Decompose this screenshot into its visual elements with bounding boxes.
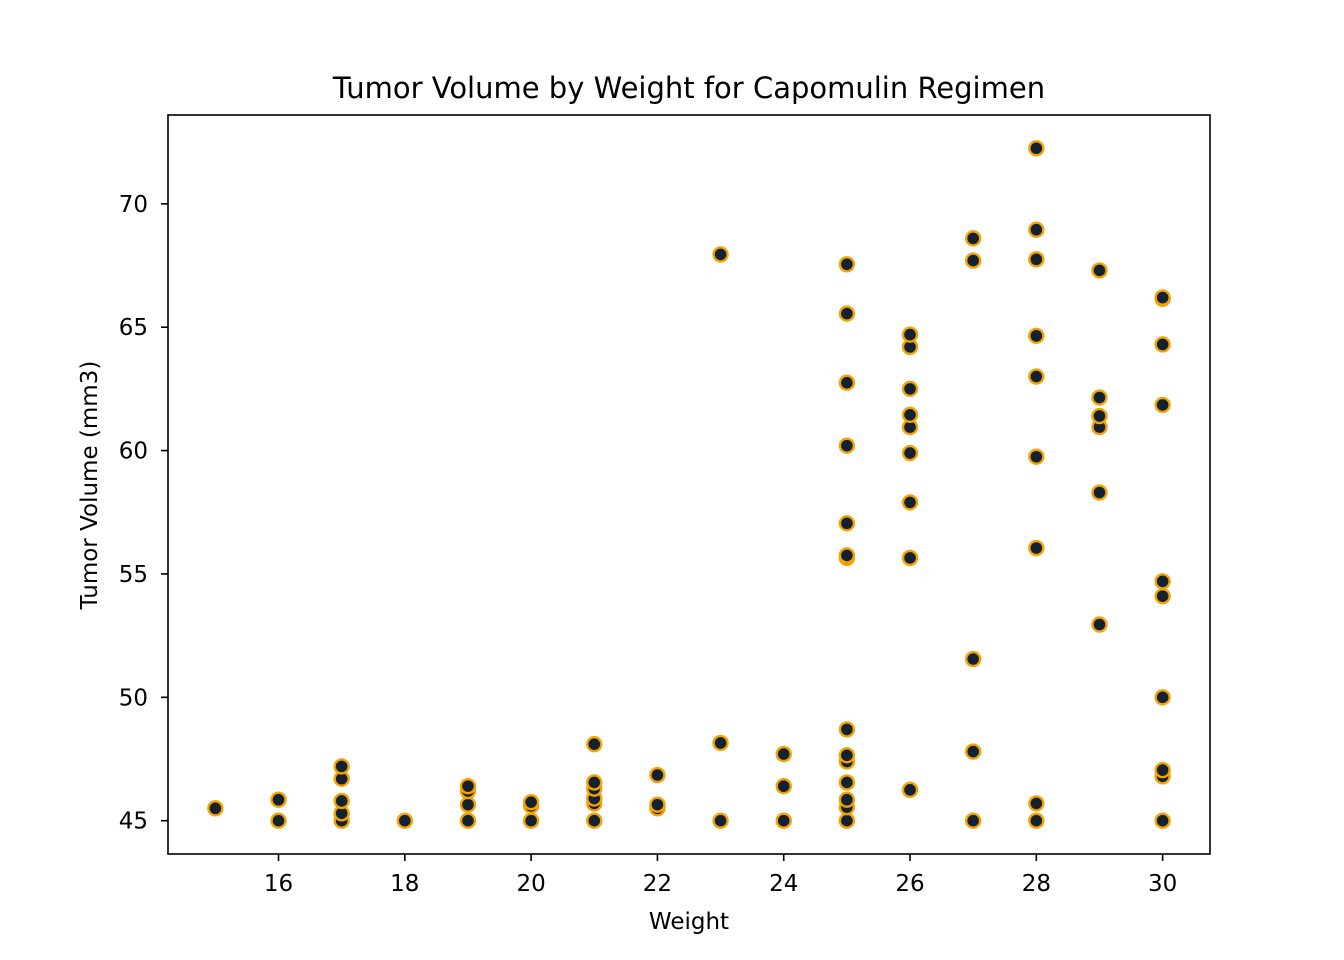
y-tick-label: 60: [119, 439, 148, 465]
scatter-point: [838, 791, 856, 808]
y-tick-label: 65: [119, 315, 148, 341]
scatter-point: [1028, 448, 1045, 465]
y-tick-label: 55: [119, 562, 148, 588]
chart-title: Tumor Volume by Weight for Capomulin Reg…: [332, 71, 1045, 105]
scatter-point: [1028, 221, 1045, 238]
y-tick-label: 70: [119, 192, 148, 218]
scatter-point: [712, 246, 729, 263]
y-tick-label: 45: [119, 809, 148, 835]
scatter-point: [649, 796, 666, 813]
x-tick-label: 20: [516, 871, 545, 897]
scatter-point: [1154, 587, 1171, 605]
scatter-point: [1154, 336, 1171, 353]
scatter-point: [1091, 484, 1108, 501]
y-tick-label: 50: [119, 685, 148, 711]
scatter-point: [1028, 539, 1045, 557]
scatter-point: [1091, 262, 1108, 279]
x-axis-label: Weight: [649, 909, 729, 935]
scatter-point: [964, 650, 982, 668]
scatter-point: [775, 812, 792, 829]
scatter-point: [838, 305, 856, 322]
x-tick-label: 30: [1148, 871, 1177, 897]
scatter-point: [522, 812, 540, 829]
x-tick-label: 28: [1022, 871, 1051, 897]
scatter-point: [1154, 812, 1171, 829]
x-tick-label: 24: [769, 871, 798, 897]
scatter-point: [1028, 368, 1045, 385]
scatter-point: [901, 549, 919, 567]
scatter-point: [775, 777, 792, 795]
scatter-point: [649, 766, 666, 784]
scatter-point: [901, 326, 919, 343]
scatter-point: [1091, 389, 1108, 406]
y-axis-ticks: 45 50 55 60 65 70: [119, 192, 168, 835]
scatter-point: [838, 437, 856, 454]
scatter-point: [901, 494, 919, 511]
scatter-point: [586, 812, 603, 829]
scatter-point: [459, 796, 477, 813]
scatter-point: [586, 735, 603, 753]
scatter-point: [333, 758, 350, 775]
scatter-point: [838, 515, 856, 532]
x-tick-label: 16: [264, 871, 293, 897]
scatter-point: [1028, 795, 1045, 812]
scatter-point: [1154, 289, 1171, 306]
scatter-point: [1028, 251, 1045, 268]
y-axis-label: Tumor Volume (mm3): [77, 361, 103, 611]
scatter-point: [838, 774, 856, 791]
scatter-point: [270, 791, 287, 808]
scatter-point: [964, 812, 982, 829]
scatter-point: [1154, 396, 1171, 414]
scatter-point: [1028, 812, 1045, 829]
scatter-point: [1028, 140, 1045, 157]
scatter-point: [1154, 689, 1171, 706]
scatter-point: [333, 792, 350, 810]
scatter-point: [712, 812, 729, 829]
scatter-point: [459, 812, 477, 829]
scatter-point: [964, 743, 982, 760]
scatter-point: [207, 800, 224, 817]
scatter-point: [838, 721, 856, 738]
scatter-point: [522, 793, 540, 811]
scatter-point: [901, 781, 919, 799]
scatter-point: [838, 256, 856, 273]
x-tick-label: 22: [643, 871, 672, 897]
scatter-point: [964, 230, 982, 247]
scatter-point: [1154, 573, 1171, 590]
scatter-point: [1091, 616, 1108, 633]
scatter-point: [459, 777, 477, 795]
x-axis-ticks: 16 18 20 22 24 26 28 30: [264, 854, 1177, 897]
scatter-point: [1091, 407, 1108, 425]
scatter-point: [964, 252, 982, 269]
points-layer: [207, 140, 1171, 829]
plot-frame: [167, 114, 1211, 855]
scatter-point: [838, 747, 856, 764]
scatter-point: [775, 745, 792, 763]
scatter-point: [838, 374, 856, 391]
scatter-point: [396, 812, 414, 829]
scatter-point: [270, 812, 287, 829]
scatter-point: [901, 380, 919, 398]
scatter-point: [586, 774, 603, 791]
scatter-point: [901, 406, 919, 423]
scatter-point: [901, 444, 919, 462]
scatter-point: [838, 547, 856, 564]
scatter-point: [1154, 761, 1171, 779]
x-tick-label: 18: [390, 871, 419, 897]
scatter-point: [1028, 327, 1045, 345]
scatter-point: [712, 734, 729, 752]
x-tick-label: 26: [895, 871, 924, 897]
scatter-point: [838, 812, 856, 829]
